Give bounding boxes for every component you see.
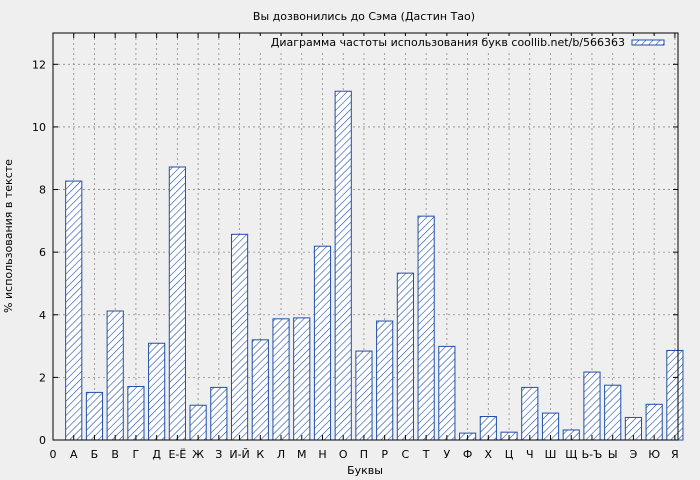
bar <box>355 350 373 441</box>
x-tick-label: Ю <box>648 448 660 461</box>
x-tick-label: Ь-Ъ <box>582 448 603 461</box>
x-tick-label: Т <box>422 448 430 461</box>
x-tick-label: Я <box>671 448 679 461</box>
bar <box>583 371 601 441</box>
bar <box>65 180 83 441</box>
bar <box>396 272 414 441</box>
x-tick-label: Ц <box>505 448 514 461</box>
x-tick-label: З <box>215 448 222 461</box>
bar <box>189 404 207 441</box>
legend-label: Диаграмма частоты использования букв coo… <box>271 36 625 49</box>
y-tick-label: 0 <box>39 434 46 447</box>
x-tick-label: О <box>339 448 348 461</box>
bar <box>293 317 311 441</box>
bar <box>127 385 145 441</box>
bar <box>210 386 228 441</box>
bar <box>148 342 166 441</box>
x-tick-label: У <box>444 448 451 461</box>
x-tick-label: Ш <box>545 448 557 461</box>
x-tick-label: Р <box>381 448 388 461</box>
x-tick-label: Ы <box>608 448 618 461</box>
x-axis: 0 А Б В Г Д Е-Ё Ж З И-Й К Л М Н О П Р С Т У Ф Х Ц Ч Ш Щ Ь-Ъ Ы Э Ю Я <box>50 33 679 461</box>
chart-title: Вы дозвонились до Сэма (Дастин Тао) <box>253 10 475 23</box>
x-tick-label: Х <box>485 448 493 461</box>
y-tick-label: 6 <box>39 246 46 259</box>
x-tick-label: 0 <box>50 448 57 461</box>
y-tick-label: 10 <box>32 121 46 134</box>
x-tick-label: К <box>256 448 264 461</box>
x-tick-label: Б <box>91 448 99 461</box>
y-axis-label: % использования в тексте <box>2 159 15 313</box>
x-tick-label: А <box>70 448 78 461</box>
bar <box>438 345 456 441</box>
x-axis-label: Буквы <box>347 464 383 477</box>
legend-swatch <box>631 39 665 46</box>
bar <box>645 403 663 441</box>
x-tick-label: В <box>111 448 119 461</box>
bar <box>251 339 269 441</box>
x-tick-label: С <box>402 448 410 461</box>
x-tick-label: Ч <box>526 448 534 461</box>
grid <box>53 33 678 440</box>
x-tick-label: Н <box>318 448 326 461</box>
bar <box>230 233 249 441</box>
x-tick-label: Л <box>277 448 285 461</box>
y-tick-label: 4 <box>39 309 46 322</box>
x-tick-label: Ж <box>192 448 204 461</box>
x-tick-label: Ф <box>463 448 472 461</box>
x-tick-label: И-Й <box>229 448 249 461</box>
bar <box>168 166 186 441</box>
y-tick-label: 12 <box>32 58 46 71</box>
x-tick-label: Е-Ё <box>168 448 186 461</box>
x-tick-label: Д <box>152 448 161 461</box>
bar <box>334 90 352 441</box>
legend-box <box>240 36 674 50</box>
x-tick-label: Щ <box>565 448 577 461</box>
x-tick-label: Г <box>133 448 140 461</box>
legend: Диаграмма частоты использования букв coo… <box>240 36 674 50</box>
x-tick-label: Э <box>630 448 638 461</box>
bar <box>376 320 394 441</box>
bar <box>313 245 332 441</box>
bar <box>106 310 124 441</box>
bar <box>666 349 684 441</box>
plot-frame <box>52 32 679 441</box>
y-tick-label: 8 <box>39 184 46 197</box>
x-tick-label: П <box>360 448 368 461</box>
y-tick-label: 2 <box>39 371 46 384</box>
bar <box>417 215 435 441</box>
bar <box>521 386 539 441</box>
x-tick-label: М <box>297 448 307 461</box>
bar <box>604 384 622 441</box>
bar <box>272 318 290 441</box>
bar <box>85 391 104 441</box>
y-axis: 0 2 4 6 8 10 12 <box>32 58 678 447</box>
